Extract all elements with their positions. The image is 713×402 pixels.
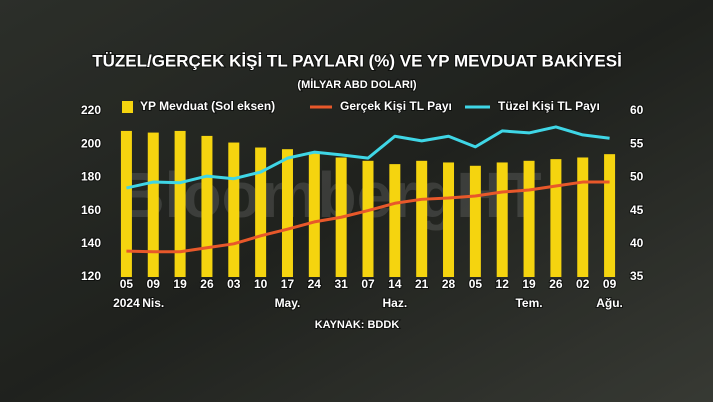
y-tick-label: 200 — [81, 136, 101, 150]
y2-tick-label: 55 — [630, 136, 644, 150]
legend-label: Tüzel Kişi TL Payı — [498, 99, 600, 113]
x-period-label: 2024 — [113, 296, 140, 310]
line — [126, 180, 610, 254]
legend-swatch — [122, 101, 133, 113]
bar — [120, 130, 132, 277]
bar — [469, 165, 481, 277]
y2-tick-label: 35 — [630, 269, 644, 283]
line — [126, 125, 610, 190]
x-tick-label: 02 — [576, 277, 590, 291]
x-tick-label: 19 — [173, 277, 187, 291]
bar — [228, 142, 240, 277]
x-tick-label: 17 — [281, 277, 295, 291]
bar — [416, 160, 428, 277]
bar — [443, 162, 455, 277]
bar — [308, 152, 320, 277]
x-tick-label: 07 — [361, 277, 375, 291]
y2-tick-label: 40 — [630, 236, 644, 250]
x-tick-label: 09 — [603, 277, 617, 291]
x-period-label: Ağu. — [596, 296, 623, 310]
bar — [550, 159, 562, 277]
x-tick-label: 31 — [334, 277, 348, 291]
x-tick-label: 05 — [120, 277, 134, 291]
x-tick-label: 19 — [522, 277, 536, 291]
x-period-label: Tem. — [515, 296, 542, 310]
y2-tick-label: 50 — [630, 170, 644, 184]
x-tick-label: 28 — [442, 277, 456, 291]
y-tick-label: 140 — [81, 236, 101, 250]
y-tick-label: 120 — [81, 269, 101, 283]
bar — [496, 162, 508, 277]
y-tick-label: 220 — [81, 103, 101, 117]
y-tick-label: 180 — [81, 170, 101, 184]
x-period-label: Haz. — [382, 296, 407, 310]
x-tick-label: 10 — [254, 277, 268, 291]
bar — [174, 130, 186, 277]
chart-title: TÜZEL/GERÇEK KİŞİ TL PAYLARI (%) VE YP M… — [92, 51, 622, 70]
bar — [577, 157, 589, 277]
x-tick-label: 09 — [147, 277, 161, 291]
x-tick-label: 05 — [469, 277, 483, 291]
x-tick-label: 26 — [200, 277, 214, 291]
bar — [281, 149, 293, 277]
x-tick-label: 24 — [308, 277, 322, 291]
bar — [147, 132, 159, 277]
legend-label: Gerçek Kişi TL Payı — [340, 99, 452, 113]
y2-tick-label: 45 — [630, 203, 644, 217]
bar — [523, 160, 535, 277]
bar — [389, 164, 401, 277]
x-tick-label: 12 — [496, 277, 510, 291]
bar — [201, 135, 213, 277]
x-tick-label: 21 — [415, 277, 429, 291]
source: KAYNAK: BDDK — [315, 319, 400, 331]
legend-label: YP Mevduat (Sol eksen) — [140, 99, 275, 113]
x-tick-label: 26 — [549, 277, 563, 291]
bar — [604, 154, 616, 277]
chart-subtitle: (MİLYAR ABD DOLARI) — [297, 78, 417, 91]
y2-tick-label: 60 — [630, 103, 644, 117]
bar — [362, 160, 374, 277]
x-period-label: May. — [275, 296, 301, 310]
x-tick-label: 03 — [227, 277, 241, 291]
y-tick-label: 160 — [81, 203, 101, 217]
x-tick-label: 14 — [388, 277, 402, 291]
bar — [255, 147, 267, 277]
x-period-label: Nis. — [142, 296, 164, 310]
